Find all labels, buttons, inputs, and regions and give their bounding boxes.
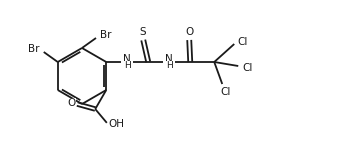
Text: O: O — [67, 98, 75, 108]
Text: Cl: Cl — [237, 37, 247, 47]
Text: N: N — [165, 55, 173, 64]
Text: H: H — [166, 61, 173, 70]
Text: Cl: Cl — [220, 87, 231, 97]
Text: Br: Br — [28, 44, 40, 54]
Text: N: N — [123, 55, 131, 64]
Text: Cl: Cl — [242, 63, 252, 73]
Text: Br: Br — [100, 30, 112, 40]
Text: H: H — [124, 61, 130, 70]
Text: S: S — [139, 27, 146, 37]
Text: OH: OH — [109, 119, 125, 129]
Text: O: O — [185, 27, 193, 37]
